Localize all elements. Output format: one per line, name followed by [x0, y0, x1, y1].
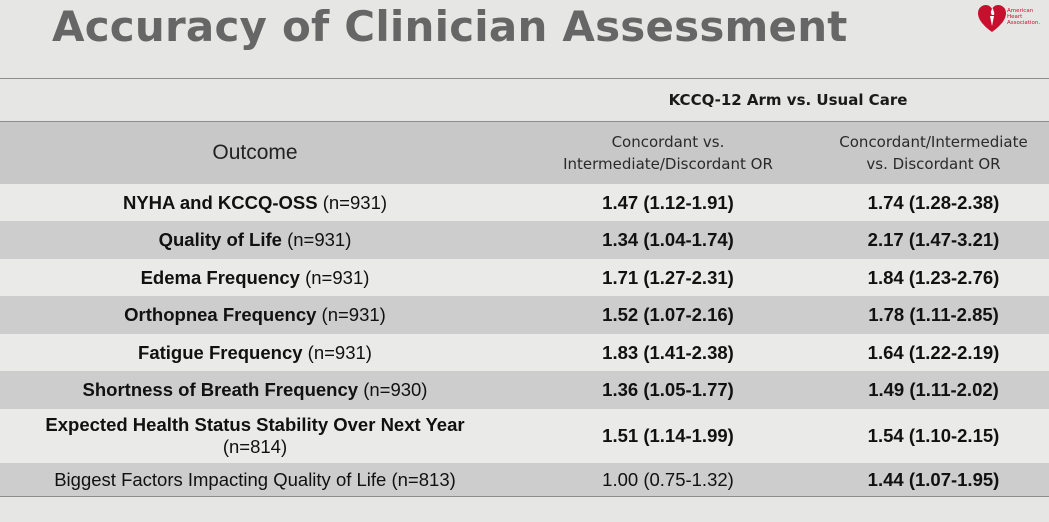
- or1-cell: 1.36 (1.05-1.77): [538, 371, 798, 409]
- outcome-label: Expected Health Status Stability Over Ne…: [45, 414, 465, 435]
- or2-value: 1.49 (1.11-2.02): [868, 379, 999, 400]
- results-table: KCCQ-12 Arm vs. Usual Care Outcome Conco…: [0, 78, 1049, 496]
- table-row: NYHA and KCCQ-OSS (n=931) 1.47 (1.12-1.91…: [0, 184, 1049, 221]
- outcome-cell: Quality of Life (n=931): [0, 221, 510, 259]
- outcome-label: Orthopnea Frequency: [124, 304, 317, 325]
- or2-cell: 1.44 (1.07-1.95): [818, 463, 1049, 496]
- or2-cell: 1.49 (1.11-2.02): [818, 371, 1049, 409]
- or2-cell: 1.54 (1.10-2.15): [818, 409, 1049, 463]
- or2-cell: 1.64 (1.22-2.19): [818, 334, 1049, 371]
- table-row: Edema Frequency (n=931) 1.71 (1.27-2.31) 1…: [0, 259, 1049, 296]
- or2-value: 1.44 (1.07-1.95): [867, 468, 1000, 490]
- outcome-n: (n=930): [363, 379, 428, 400]
- or2-cell: 1.78 (1.11-2.85): [818, 296, 1049, 334]
- outcome-cell: Expected Health Status Stability Over Ne…: [0, 409, 510, 463]
- or1-cell: 1.47 (1.12-1.91): [538, 184, 798, 221]
- col1-header: Concordant vs. Intermediate/Discordant O…: [563, 133, 773, 173]
- or2-value: 1.54 (1.10-2.15): [867, 425, 1000, 446]
- or1-value: 1.00 (0.75-1.32): [602, 468, 734, 490]
- or2-cell: 1.74 (1.28-2.38): [818, 184, 1049, 221]
- outcome-cell: Edema Frequency (n=931): [0, 259, 510, 296]
- outcome-n: (n=931): [287, 229, 352, 250]
- outcome-cell: Orthopnea Frequency (n=931): [0, 296, 510, 334]
- outcome-n: (n=931): [322, 191, 388, 213]
- outcome-cell: NYHA and KCCQ-OSS (n=931): [0, 184, 510, 221]
- group-header-row: KCCQ-12 Arm vs. Usual Care: [0, 79, 1049, 123]
- outcome-n: (n=813): [391, 468, 456, 490]
- aha-logo-text: American Heart Association.: [1007, 8, 1041, 26]
- table-row: Fatigue Frequency (n=931) 1.83 (1.41-2.38…: [0, 334, 1049, 371]
- or1-value: 1.71 (1.27-2.31): [602, 266, 734, 288]
- table-row: Expected Health Status Stability Over Ne…: [0, 409, 1049, 463]
- outcome-label: Edema Frequency: [140, 266, 300, 288]
- table-row: Shortness of Breath Frequency (n=930) 1.3…: [0, 371, 1049, 409]
- or1-value: 1.47 (1.12-1.91): [602, 191, 734, 213]
- or1-cell: 1.34 (1.04-1.74): [538, 221, 798, 259]
- or1-value: 1.51 (1.14-1.99): [602, 425, 734, 446]
- or1-cell: 1.00 (0.75-1.32): [538, 463, 798, 496]
- or2-value: 1.64 (1.22-2.19): [867, 341, 1000, 363]
- outcome-n: (n=931): [305, 266, 370, 288]
- outcome-label: Shortness of Breath Frequency: [82, 379, 359, 400]
- aha-logo: American Heart Association.: [977, 2, 1043, 34]
- or2-value: 2.17 (1.47-3.21): [867, 229, 1000, 250]
- or2-value: 1.74 (1.28-2.38): [867, 191, 1000, 213]
- heart-torch-icon: [978, 5, 1006, 32]
- or2-value: 1.78 (1.11-2.85): [868, 304, 999, 325]
- col2-header: Concordant/Intermediate vs. Discordant O…: [839, 133, 1028, 173]
- outcome-label: Fatigue Frequency: [138, 341, 303, 363]
- outcome-cell: Fatigue Frequency (n=931): [0, 334, 510, 371]
- outcome-n: (n=931): [321, 304, 386, 325]
- outcome-label: NYHA and KCCQ-OSS: [122, 191, 318, 213]
- or1-cell: 1.71 (1.27-2.31): [538, 259, 798, 296]
- table-row: Biggest Factors Impacting Quality of Lif…: [0, 463, 1049, 496]
- table-row: Orthopnea Frequency (n=931) 1.52 (1.07-2.…: [0, 296, 1049, 334]
- outcome-label: Biggest Factors Impacting Quality of Lif…: [54, 468, 387, 490]
- outcome-label: Quality of Life: [158, 229, 282, 250]
- slide-title: Accuracy of Clinician Assessment: [52, 2, 848, 51]
- outcome-header: Outcome: [212, 141, 298, 164]
- or1-cell: 1.83 (1.41-2.38): [538, 334, 798, 371]
- or2-cell: 2.17 (1.47-3.21): [818, 221, 1049, 259]
- or1-value: 1.52 (1.07-2.16): [602, 304, 734, 325]
- or1-cell: 1.52 (1.07-2.16): [538, 296, 798, 334]
- table-bottom-border: [0, 496, 1049, 497]
- or2-value: 1.84 (1.23-2.76): [867, 266, 1000, 288]
- or1-value: 1.36 (1.05-1.77): [602, 379, 734, 400]
- outcome-n: (n=931): [307, 341, 372, 363]
- outcome-cell: Shortness of Breath Frequency (n=930): [0, 371, 510, 409]
- table-row: Quality of Life (n=931) 1.34 (1.04-1.74) 2…: [0, 221, 1049, 259]
- or2-cell: 1.84 (1.23-2.76): [818, 259, 1049, 296]
- or1-value: 1.83 (1.41-2.38): [602, 341, 734, 363]
- group-header: KCCQ-12 Arm vs. Usual Care: [668, 91, 908, 109]
- outcome-cell: Biggest Factors Impacting Quality of Lif…: [0, 463, 510, 496]
- or1-cell: 1.51 (1.14-1.99): [538, 409, 798, 463]
- outcome-n: (n=814): [222, 436, 288, 457]
- column-header-row: Outcome Concordant vs. Intermediate/Disc…: [0, 122, 1049, 184]
- or1-value: 1.34 (1.04-1.74): [602, 229, 734, 250]
